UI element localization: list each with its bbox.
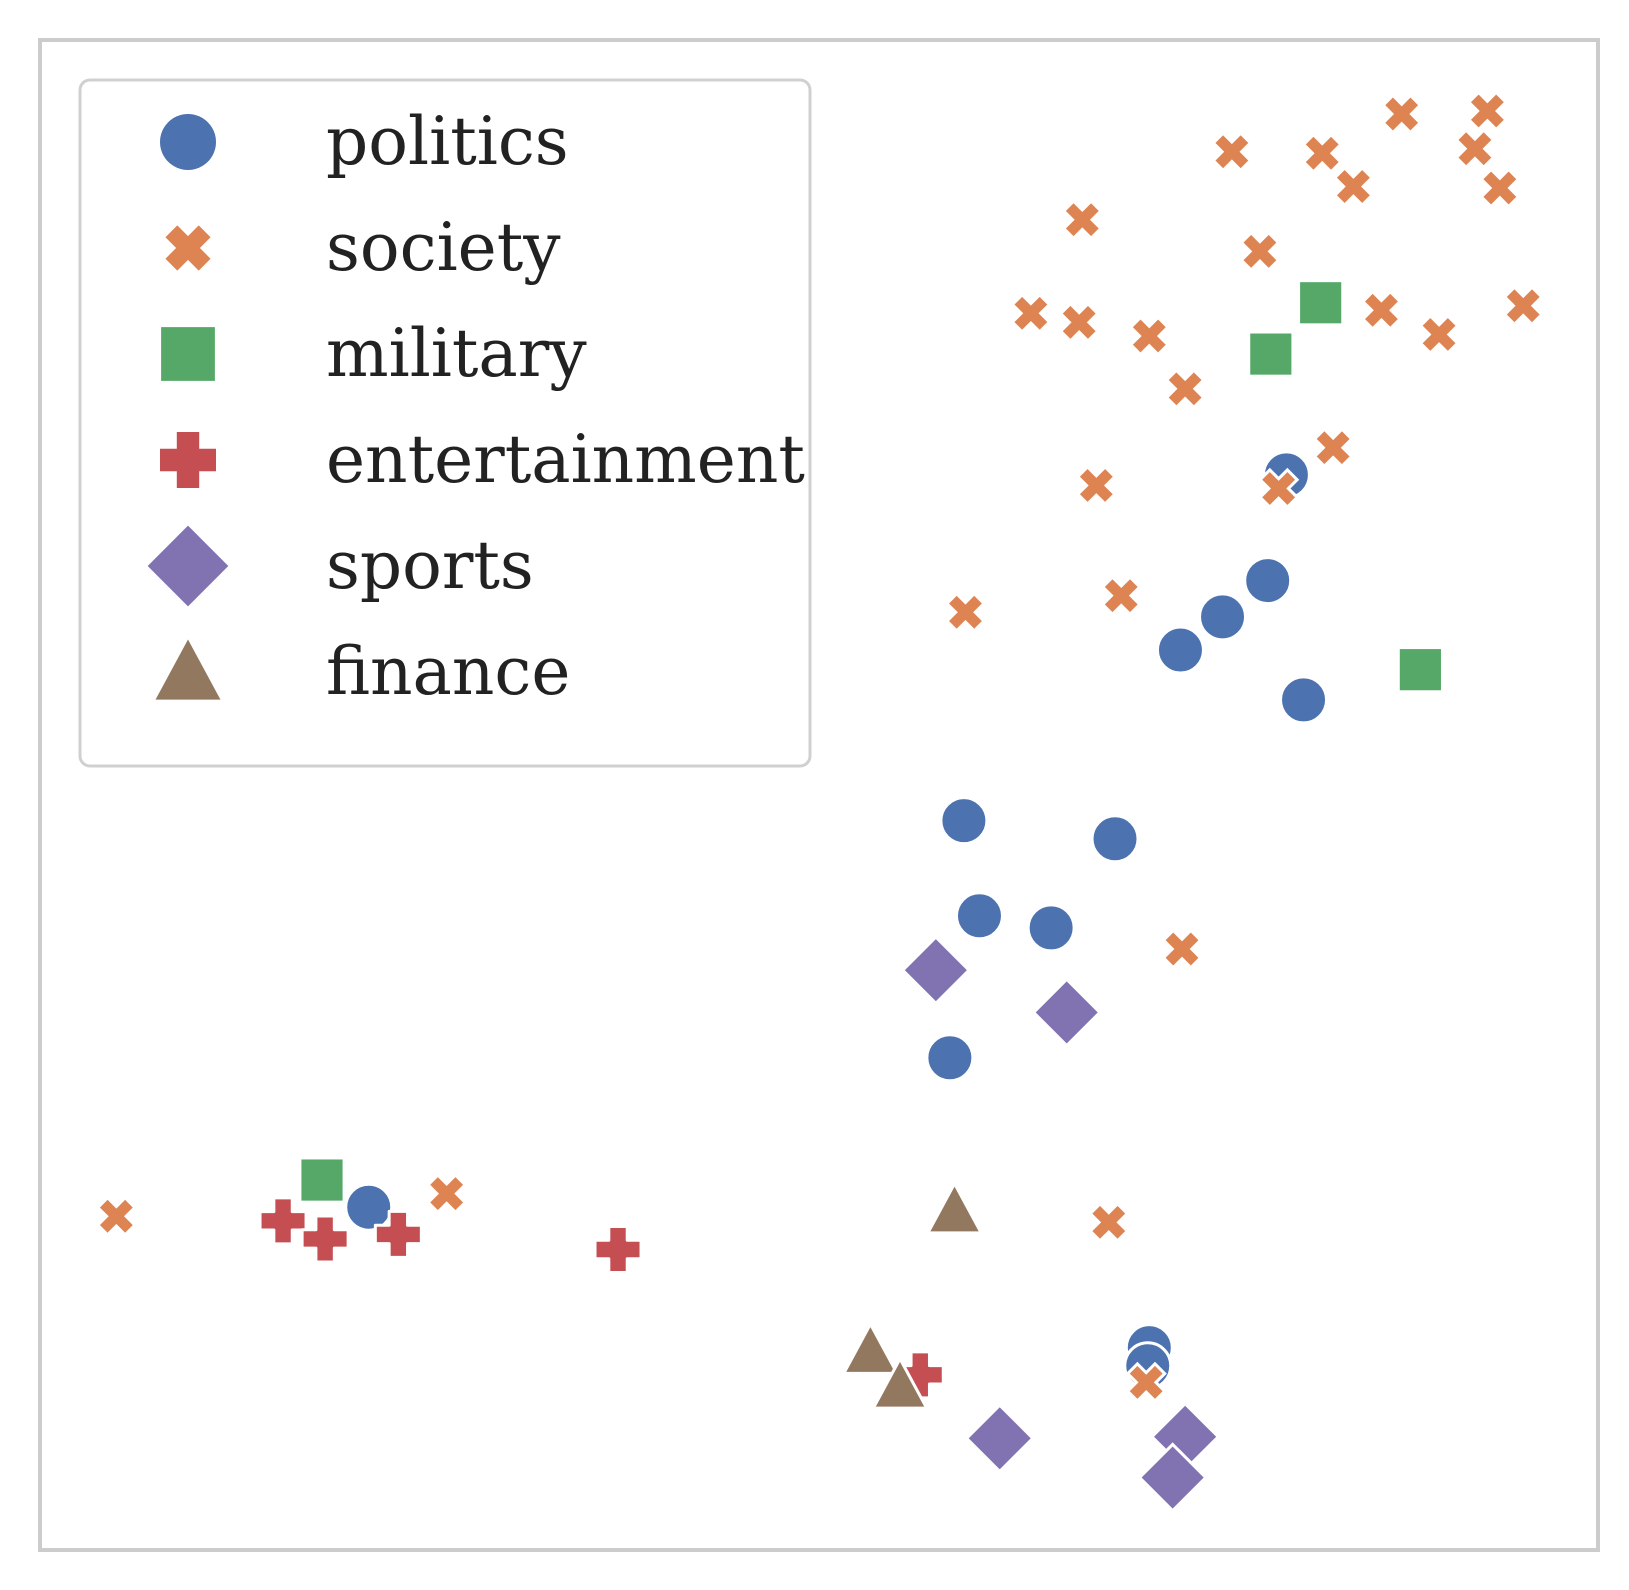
point-military-2 (1396, 646, 1444, 694)
legend-label-finance: finance (326, 633, 570, 710)
point-society-1 (1466, 90, 1509, 132)
point-entertainment-3 (593, 1225, 643, 1275)
point-entertainment-0 (258, 1196, 308, 1246)
series-sports (900, 934, 1221, 1513)
point-politics-1 (1243, 556, 1293, 606)
point-politics-8 (1026, 903, 1076, 953)
point-politics-5 (939, 796, 989, 846)
point-society-22 (425, 1172, 468, 1215)
point-politics-7 (954, 891, 1004, 941)
series-society (95, 90, 1544, 1404)
legend-items: politics society military entertainment spor… (147, 103, 805, 710)
point-sports-1 (1031, 977, 1102, 1048)
point-sports-0 (900, 934, 972, 1006)
legend-marker-society (165, 225, 211, 271)
point-society-23 (1088, 1201, 1130, 1243)
point-society-2 (1211, 131, 1253, 173)
point-politics-10 (344, 1182, 394, 1232)
legend-label-society: society (326, 209, 561, 286)
legend-label-military: military (326, 315, 587, 392)
legend-label-sports: sports (326, 527, 534, 604)
point-society-24 (1125, 1361, 1167, 1404)
point-society-20 (1161, 928, 1203, 970)
point-society-8 (1239, 230, 1281, 273)
point-entertainment-1 (300, 1214, 350, 1264)
point-society-5 (1332, 165, 1375, 208)
legend-marker-entertainment (160, 432, 216, 488)
point-politics-2 (1198, 592, 1248, 642)
point-finance-2 (870, 1355, 930, 1410)
point-society-6 (1479, 167, 1521, 209)
point-society-10 (1058, 301, 1100, 344)
point-sports-4 (1137, 1442, 1208, 1513)
point-sports-2 (964, 1403, 1035, 1474)
point-military-0 (1297, 279, 1345, 327)
data-points (95, 90, 1544, 1513)
legend-item-society: society (165, 209, 561, 286)
legend-box (78, 78, 812, 768)
legend: politics society military entertainment spor… (78, 78, 812, 768)
point-finance-1 (841, 1320, 900, 1375)
point-politics-3 (1155, 625, 1205, 675)
series-politics (344, 450, 1329, 1391)
point-entertainment-2 (373, 1209, 423, 1259)
legend-item-finance: finance (155, 633, 570, 710)
plot-area-frame (38, 38, 1600, 1552)
point-politics-9 (925, 1033, 975, 1083)
point-society-4 (1454, 128, 1496, 170)
point-society-3 (1301, 132, 1343, 174)
series-military (298, 279, 1444, 1204)
point-society-11 (1128, 315, 1170, 357)
legend-marker-military (161, 327, 215, 381)
point-society-0 (1381, 93, 1423, 135)
series-finance (841, 1180, 984, 1410)
legend-item-politics: politics (160, 103, 569, 180)
point-society-15 (1164, 368, 1206, 410)
legend-marker-politics (160, 114, 216, 170)
series-entertainment (258, 1196, 945, 1400)
point-society-18 (944, 591, 987, 633)
legend-item-military: military (161, 315, 587, 392)
point-military-1 (1247, 330, 1295, 378)
point-society-14 (1418, 313, 1460, 356)
legend-item-sports: sports (147, 525, 534, 607)
point-society-7 (1061, 199, 1103, 241)
point-society-12 (1360, 289, 1403, 331)
point-society-19 (1100, 575, 1142, 617)
legend-marker-sports (147, 525, 229, 607)
point-society-17 (1075, 464, 1117, 507)
point-finance-0 (925, 1180, 984, 1235)
point-society-21 (95, 1195, 138, 1237)
point-society-13 (1502, 285, 1544, 327)
point-politics-4 (1279, 675, 1329, 725)
point-society-9 (1010, 292, 1052, 334)
legend-label-entertainment: entertainment (326, 421, 805, 498)
legend-marker-finance (155, 639, 221, 700)
point-society-16 (1312, 427, 1354, 469)
point-military-3 (298, 1156, 346, 1204)
point-society-25 (1257, 467, 1300, 510)
legend-item-entertainment: entertainment (160, 421, 805, 498)
legend-label-politics: politics (326, 103, 569, 180)
point-politics-6 (1090, 814, 1140, 864)
